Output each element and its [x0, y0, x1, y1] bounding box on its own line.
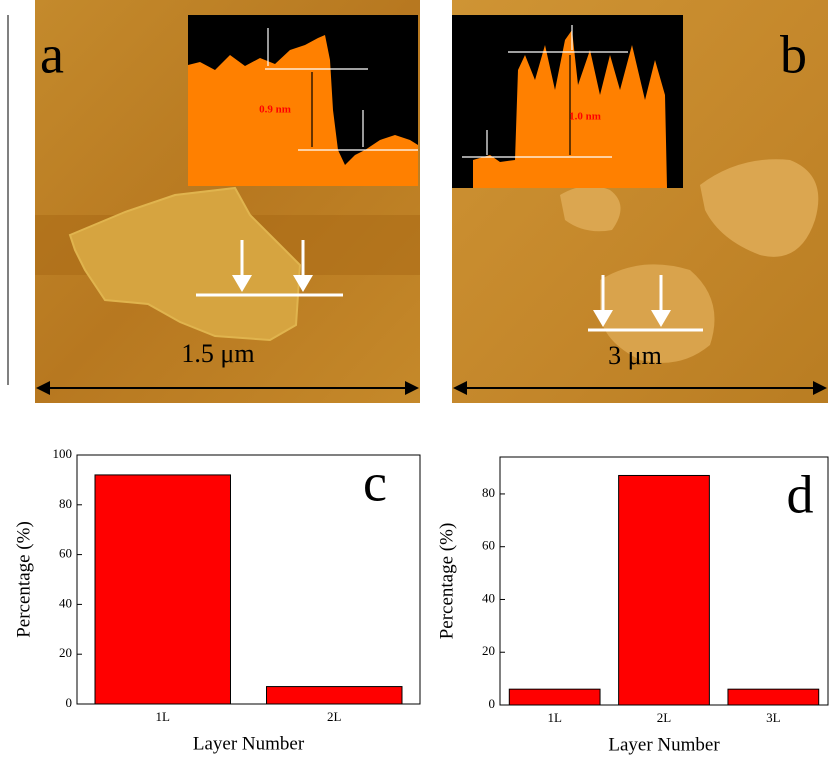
plot-frame — [76, 454, 421, 705]
y-tick-label: 20 — [59, 645, 72, 660]
height-label: 1.0 nm — [569, 111, 601, 123]
y-tick-label: 60 — [59, 546, 72, 561]
x-tick-label: 1L — [547, 710, 562, 725]
x-tick-label: 2L — [657, 710, 672, 725]
afm-image-b — [452, 0, 828, 403]
plot-frame — [499, 456, 829, 706]
y-tick-label: 100 — [53, 446, 73, 461]
y-axis-label: Percentage (%) — [13, 521, 34, 638]
panel-label: c — [363, 452, 387, 512]
y-tick-label: 80 — [482, 485, 495, 500]
scale-label: 1.5 μm — [181, 339, 254, 368]
y-tick-label: 60 — [482, 538, 495, 553]
y-tick-label: 40 — [59, 595, 72, 610]
y-tick-label: 0 — [489, 696, 496, 711]
afm-image-a — [35, 0, 420, 403]
panel-label: b — [780, 24, 807, 84]
x-axis-label: Layer Number — [193, 733, 305, 754]
y-axis-label: Percentage (%) — [436, 523, 457, 640]
x-axis-label: Layer Number — [608, 734, 720, 755]
x-tick-label: 1L — [156, 709, 171, 724]
bar — [727, 688, 820, 706]
y-tick-label: 40 — [482, 590, 495, 605]
bar — [508, 688, 601, 706]
height-label: 0.9 nm — [259, 104, 291, 116]
bar — [266, 686, 403, 705]
x-tick-label: 2L — [327, 709, 342, 724]
bar — [94, 474, 231, 705]
y-tick-label: 80 — [59, 496, 72, 511]
y-tick-label: 20 — [482, 643, 495, 658]
panel-label: d — [787, 464, 814, 524]
bar — [618, 474, 710, 706]
panel-label: a — [40, 24, 64, 84]
scale-label: 3 μm — [608, 341, 662, 370]
x-tick-label: 3L — [766, 710, 781, 725]
y-tick-label: 0 — [66, 695, 73, 710]
